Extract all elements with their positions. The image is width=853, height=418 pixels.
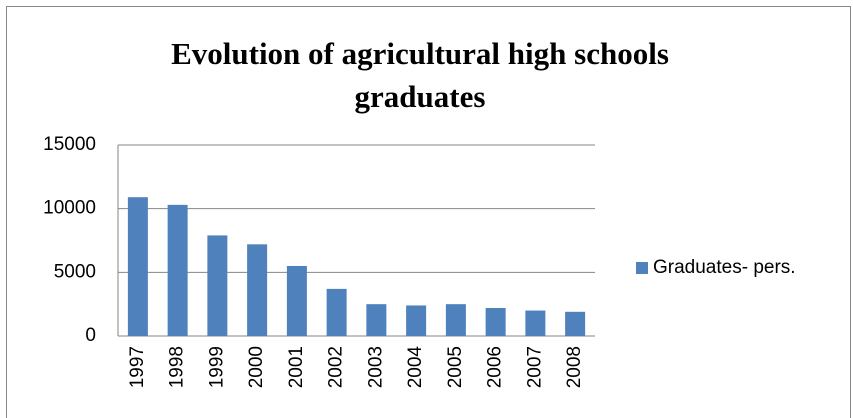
y-tick-label: 15000 [43, 134, 96, 155]
x-tick-label: 2006 [485, 346, 506, 388]
bar [247, 244, 268, 336]
legend-label: Graduates- pers. [653, 257, 796, 278]
x-tick-label: 1998 [167, 346, 188, 388]
x-tick-label: 2002 [326, 346, 347, 388]
bar [445, 304, 466, 336]
bar [366, 304, 387, 336]
bar [127, 197, 148, 336]
x-tick-label: 2000 [246, 346, 267, 388]
y-tick-label: 10000 [43, 198, 96, 219]
x-tick-label: 1997 [127, 346, 148, 388]
bar [525, 310, 546, 336]
bar [406, 305, 427, 336]
chart-title: Evolution of agricultural high schools g… [171, 36, 669, 114]
y-tick-label: 0 [85, 325, 96, 346]
bar [286, 265, 307, 336]
x-tick-label: 2001 [286, 346, 307, 388]
bar [207, 235, 228, 336]
x-tick-label: 2007 [524, 346, 545, 388]
bar [485, 307, 506, 336]
x-tick-label: 2004 [405, 346, 426, 389]
y-tick-label: 5000 [54, 261, 96, 282]
chart-frame [6, 6, 851, 418]
legend-swatch [636, 262, 648, 274]
x-tick-label: 2003 [365, 346, 386, 388]
bar [326, 288, 347, 336]
x-tick-label: 2008 [564, 346, 585, 388]
x-tick-label: 2005 [445, 346, 466, 388]
bar [167, 204, 188, 336]
x-tick-label: 1999 [206, 346, 227, 388]
bar [565, 311, 586, 336]
